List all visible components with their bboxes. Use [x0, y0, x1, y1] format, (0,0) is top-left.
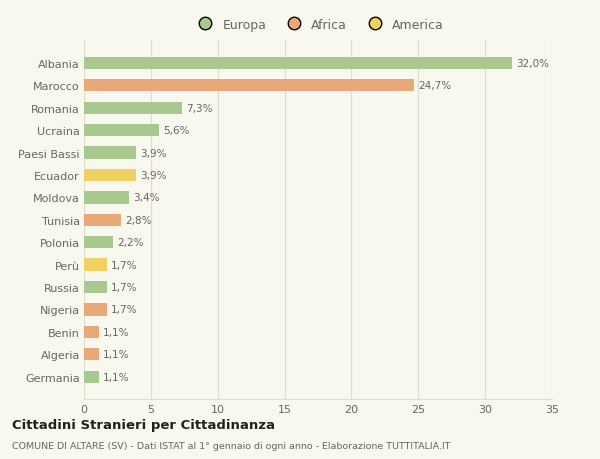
Bar	[84, 259, 107, 271]
Text: 24,7%: 24,7%	[418, 81, 451, 91]
Bar	[84, 192, 130, 204]
Text: 1,7%: 1,7%	[111, 282, 137, 292]
Text: 7,3%: 7,3%	[185, 103, 212, 113]
Bar	[84, 57, 512, 70]
Text: 2,8%: 2,8%	[125, 215, 152, 225]
Legend: Europa, Africa, America: Europa, Africa, America	[192, 18, 444, 32]
Bar	[84, 214, 121, 226]
Bar	[84, 348, 99, 361]
Text: 3,9%: 3,9%	[140, 148, 167, 158]
Bar	[84, 371, 99, 383]
Bar	[84, 125, 159, 137]
Bar	[84, 102, 182, 115]
Text: 32,0%: 32,0%	[516, 59, 549, 69]
Bar	[84, 147, 136, 159]
Bar	[84, 80, 414, 92]
Text: 1,1%: 1,1%	[103, 350, 129, 359]
Text: 2,2%: 2,2%	[118, 238, 144, 248]
Bar	[84, 236, 113, 249]
Text: 1,1%: 1,1%	[103, 327, 129, 337]
Bar	[84, 326, 99, 338]
Text: Cittadini Stranieri per Cittadinanza: Cittadini Stranieri per Cittadinanza	[12, 418, 275, 431]
Bar	[84, 304, 107, 316]
Text: 5,6%: 5,6%	[163, 126, 190, 136]
Bar	[84, 281, 107, 294]
Text: 1,1%: 1,1%	[103, 372, 129, 382]
Text: 1,7%: 1,7%	[111, 260, 137, 270]
Text: 3,4%: 3,4%	[133, 193, 160, 203]
Bar	[84, 169, 136, 182]
Text: COMUNE DI ALTARE (SV) - Dati ISTAT al 1° gennaio di ogni anno - Elaborazione TUT: COMUNE DI ALTARE (SV) - Dati ISTAT al 1°…	[12, 441, 451, 450]
Text: 1,7%: 1,7%	[111, 305, 137, 315]
Text: 3,9%: 3,9%	[140, 171, 167, 180]
